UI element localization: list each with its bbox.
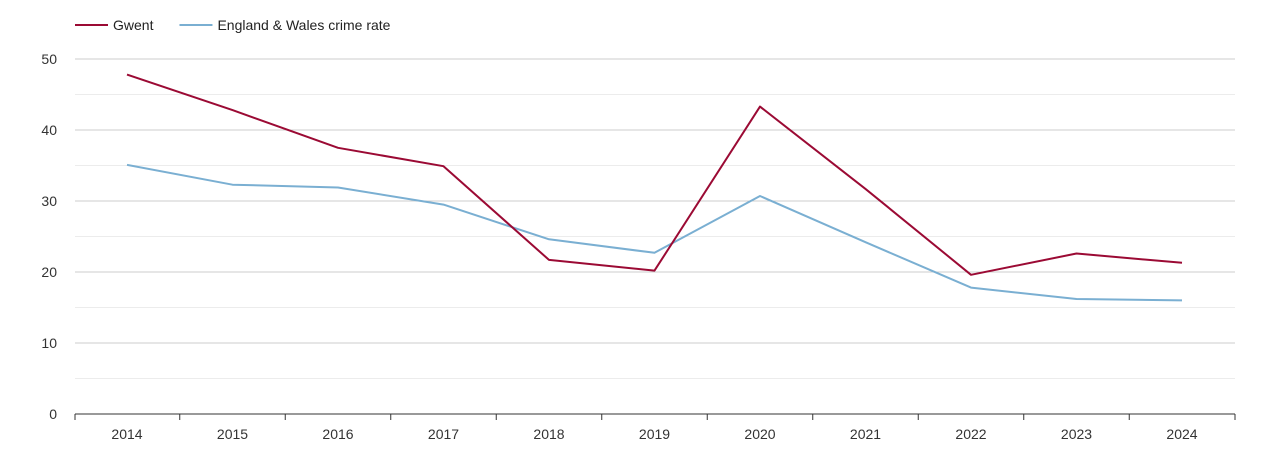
x-tick-label: 2016 (322, 426, 353, 442)
x-tick-label: 2023 (1061, 426, 1092, 442)
x-tick-label: 2020 (744, 426, 775, 442)
y-tick-label: 0 (49, 406, 57, 422)
legend: Gwent England & Wales crime rate (75, 17, 391, 33)
y-tick-label: 20 (41, 264, 57, 280)
legend-label-england-wales-crime-rate: England & Wales crime rate (217, 17, 390, 33)
x-tick-label: 2024 (1166, 426, 1197, 442)
x-tick-label: 2022 (955, 426, 986, 442)
x-tick-label: 2019 (639, 426, 670, 442)
legend-label-gwent: Gwent (113, 17, 154, 33)
x-tick-label: 2018 (533, 426, 564, 442)
x-tick-label: 2014 (111, 426, 142, 442)
x-tick-label: 2015 (217, 426, 248, 442)
series-line-england-wales-crime-rate (126, 163, 1183, 302)
y-axis: 0 10 20 30 40 50 (41, 51, 57, 422)
series-line-gwent (126, 73, 1183, 276)
x-axis: 2014 2015 2016 2017 2018 2019 2020 2021 2022 2023… (74, 413, 1236, 442)
y-tick-label: 30 (41, 193, 57, 209)
grid-lines (75, 58, 1235, 379)
y-tick-label: 50 (41, 51, 57, 67)
x-tick-label: 2017 (428, 426, 459, 442)
x-tick-label: 2021 (850, 426, 881, 442)
series-lines (126, 73, 1183, 302)
y-tick-label: 40 (41, 122, 57, 138)
y-tick-label: 10 (41, 335, 57, 351)
